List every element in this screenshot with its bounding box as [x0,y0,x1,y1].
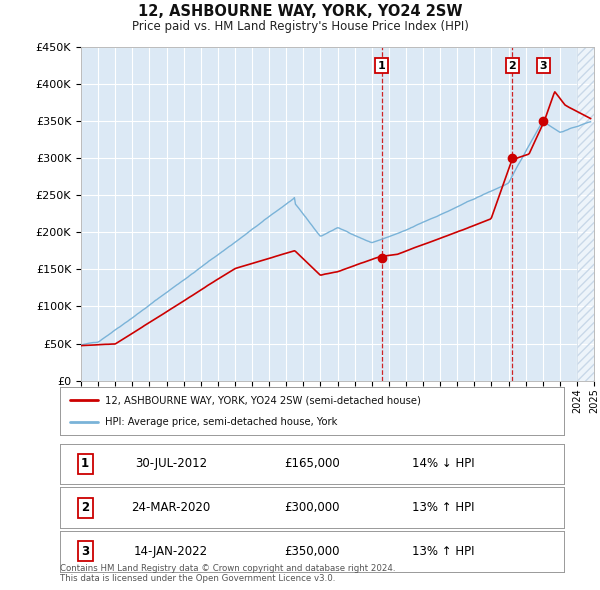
Text: HPI: Average price, semi-detached house, York: HPI: Average price, semi-detached house,… [106,417,338,427]
Text: 12, ASHBOURNE WAY, YORK, YO24 2SW: 12, ASHBOURNE WAY, YORK, YO24 2SW [138,4,462,19]
Text: 2: 2 [509,61,517,71]
Text: 3: 3 [81,545,89,558]
Text: £350,000: £350,000 [284,545,340,558]
Text: 2: 2 [81,501,89,514]
Text: 12, ASHBOURNE WAY, YORK, YO24 2SW (semi-detached house): 12, ASHBOURNE WAY, YORK, YO24 2SW (semi-… [106,395,421,405]
Text: £165,000: £165,000 [284,457,340,470]
Text: 3: 3 [539,61,547,71]
Text: 13% ↑ HPI: 13% ↑ HPI [412,545,474,558]
Text: 14% ↓ HPI: 14% ↓ HPI [412,457,475,470]
Text: 30-JUL-2012: 30-JUL-2012 [135,457,207,470]
Text: 1: 1 [81,457,89,470]
Text: 1: 1 [378,61,385,71]
Text: Price paid vs. HM Land Registry's House Price Index (HPI): Price paid vs. HM Land Registry's House … [131,20,469,33]
Text: 14-JAN-2022: 14-JAN-2022 [134,545,208,558]
Text: £300,000: £300,000 [284,501,340,514]
Text: 13% ↑ HPI: 13% ↑ HPI [412,501,474,514]
Text: 24-MAR-2020: 24-MAR-2020 [131,501,211,514]
Text: Contains HM Land Registry data © Crown copyright and database right 2024.
This d: Contains HM Land Registry data © Crown c… [60,563,395,583]
